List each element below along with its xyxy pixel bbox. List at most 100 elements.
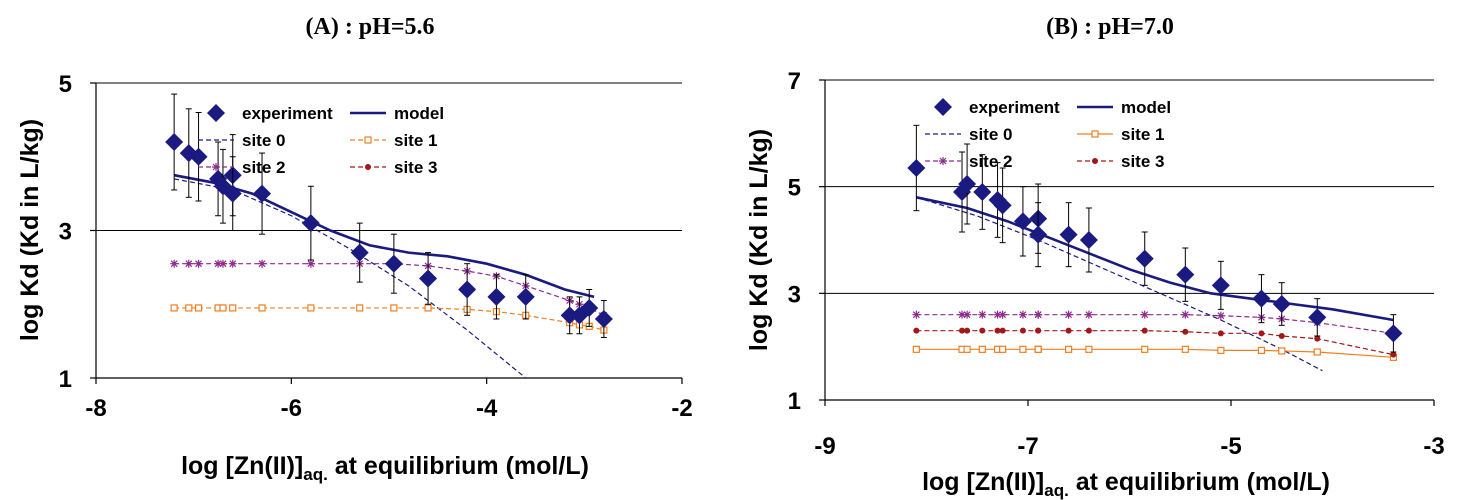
point-experiment [165, 133, 184, 151]
legend-marker-experiment [207, 104, 225, 122]
point-site-2 [998, 310, 1007, 319]
point-site-3 [1278, 333, 1285, 339]
series-line-model [916, 196, 1394, 322]
point-site-1 [1313, 348, 1321, 356]
x-tick-label: -4 [476, 395, 498, 422]
point-experiment [1211, 276, 1230, 295]
point-site-1 [229, 304, 237, 312]
point-experiment [384, 254, 403, 273]
point-site-3 [959, 327, 966, 334]
legend-marker-site1 [1091, 130, 1099, 138]
x-tick-label: -8 [85, 395, 106, 422]
legend: experiment model site 0 site 1 site 2 site 3 [198, 104, 444, 177]
point-site-2 [306, 259, 315, 268]
legend-marker-site2 [212, 163, 220, 171]
point-site-3 [994, 327, 1001, 334]
point-site-2 [184, 259, 193, 268]
point-site-2 [1064, 310, 1073, 319]
y-axis-label: log Kd (Kd in L/kg) [16, 119, 44, 341]
point-site-2 [1216, 311, 1225, 320]
point-experiment [1059, 225, 1078, 244]
point-experiment [1272, 295, 1291, 313]
x-axis-label-main: log [Zn(II)] [181, 452, 303, 480]
point-site-1 [1085, 345, 1093, 353]
point-site-1 [424, 304, 432, 312]
point-site-1 [390, 304, 398, 312]
point-experiment [560, 306, 579, 325]
legend-label-site3: site 3 [394, 158, 437, 177]
legend-label-experiment: experiment [969, 98, 1060, 117]
point-site-3 [999, 327, 1006, 334]
x-axis-label-main: log [Zn(II)] [922, 468, 1044, 496]
series-line-site-3 [916, 330, 1394, 356]
point-site-3 [1141, 327, 1148, 334]
point-experiment [973, 183, 992, 201]
point-experiment [350, 243, 369, 262]
point-site-1 [219, 304, 227, 312]
plot-area [907, 124, 1403, 372]
legend-marker-site3 [365, 164, 371, 170]
point-site-3 [1085, 327, 1092, 334]
y-tick-label: 7 [788, 68, 801, 95]
legend-marker-site1 [364, 136, 372, 144]
point-experiment [487, 287, 506, 306]
series-line-site-1 [174, 307, 605, 331]
point-experiment [953, 183, 972, 201]
y-tick-label: 3 [59, 219, 72, 246]
series-line-site-0 [916, 196, 1323, 372]
plot-area [165, 93, 613, 378]
point-site-3 [964, 327, 971, 334]
chart-b: 1 3 5 7 -9 -7 -5 -3 log Kd (Kd in L/kg) log [Zn(I… [745, 68, 1445, 500]
point-experiment [516, 287, 535, 306]
point-site-2 [993, 310, 1002, 319]
chart-b-title: (B) : pH=7.0 [1046, 14, 1174, 40]
legend-label-site1: site 1 [394, 131, 437, 150]
point-site-2 [958, 310, 967, 319]
point-site-2 [1181, 310, 1190, 319]
point-site-2 [218, 259, 227, 268]
point-site-1 [1278, 347, 1286, 355]
point-site-1 [170, 304, 178, 312]
point-site-1 [963, 345, 971, 353]
legend: experiment model site 0 site 1 site 2 site 3 [925, 98, 1171, 171]
point-experiment [1252, 289, 1271, 308]
y-tick-label: 5 [788, 175, 801, 202]
point-site-3 [1314, 335, 1321, 342]
point-site-3 [1035, 327, 1042, 334]
point-site-1 [912, 345, 920, 353]
legend-label-site0: site 0 [242, 131, 285, 150]
point-site-3 [1258, 330, 1265, 337]
series-line-model [173, 173, 595, 299]
x-tick-label: -5 [1220, 433, 1241, 460]
y-tick-label: 3 [788, 281, 801, 308]
x-tick-label: -2 [671, 395, 692, 422]
point-site-2 [170, 259, 179, 268]
legend-label-site0: site 0 [969, 125, 1012, 144]
point-experiment [419, 269, 438, 288]
point-site-2 [1084, 310, 1093, 319]
point-experiment [1013, 212, 1032, 231]
series-line-site-1 [916, 348, 1394, 358]
point-site-3 [1217, 330, 1224, 337]
point-site-3 [1182, 328, 1189, 335]
chart-a: 1 3 5 -8 -6 -4 -2 log Kd (Kd in L/kg) log [Zn(II… [16, 71, 693, 484]
point-experiment [189, 147, 208, 166]
point-experiment [458, 280, 477, 299]
point-site-1 [185, 304, 193, 312]
x-axis-label: log [Zn(II)]aq. at equilibrium (mol/L) [922, 468, 1330, 500]
x-axis-label-sub: aq. [303, 465, 328, 484]
point-experiment [1384, 324, 1403, 343]
point-site-1 [194, 304, 203, 312]
y-tick-label: 5 [59, 71, 72, 98]
point-site-1 [999, 345, 1007, 353]
point-experiment [580, 298, 599, 317]
point-site-1 [1141, 345, 1149, 353]
x-tick-label: -6 [281, 395, 302, 422]
legend-marker-site3 [1092, 158, 1098, 164]
x-tick-label: -7 [1017, 433, 1038, 460]
point-site-1 [258, 304, 266, 312]
point-experiment [223, 184, 242, 203]
x-axis-label-rest: at equilibrium (mol/L) [1069, 468, 1330, 496]
x-tick-label: -3 [1423, 433, 1444, 460]
point-site-1 [356, 304, 364, 312]
